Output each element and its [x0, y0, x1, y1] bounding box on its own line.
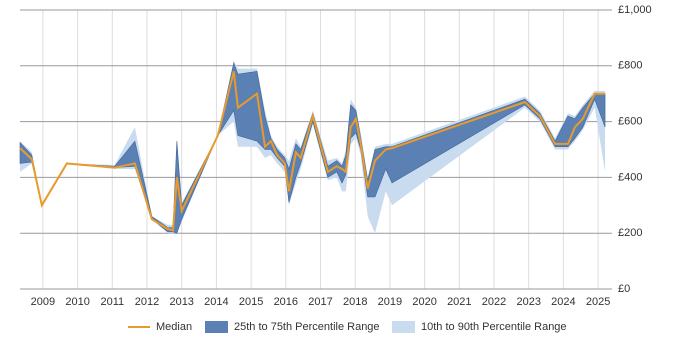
- x-tick-label: 2021: [447, 296, 471, 308]
- legend-label: 10th to 90th Percentile Range: [421, 321, 567, 333]
- x-tick-label: 2013: [169, 296, 193, 308]
- x-tick-label: 2019: [378, 296, 402, 308]
- x-tick-label: 2012: [135, 296, 159, 308]
- median-line: [19, 71, 606, 232]
- legend-swatch: [205, 321, 228, 333]
- y-tick-label: £200: [618, 227, 642, 239]
- x-tick-label: 2017: [308, 296, 332, 308]
- legend-swatch: [392, 321, 415, 333]
- legend-label: Median: [156, 321, 192, 333]
- x-tick-label: 2020: [412, 296, 436, 308]
- y-tick-label: £600: [618, 116, 642, 128]
- x-tick-label: 2022: [482, 296, 506, 308]
- x-tick-label: 2018: [343, 296, 367, 308]
- x-tick-label: 2016: [274, 296, 298, 308]
- x-tick-label: 2011: [100, 296, 124, 308]
- y-tick-label: £1,000: [618, 4, 652, 16]
- x-tick-label: 2015: [239, 296, 263, 308]
- x-tick-label: 2009: [31, 296, 55, 308]
- percentile-band: [19, 61, 606, 234]
- percentile-band: [20, 60, 606, 234]
- legend-label: 25th to 75th Percentile Range: [234, 321, 380, 333]
- x-tick-label: 2025: [586, 296, 610, 308]
- y-tick-label: £0: [618, 283, 630, 295]
- x-tick-label: 2010: [65, 296, 89, 308]
- x-tick-label: 2014: [204, 296, 228, 308]
- y-tick-label: £400: [618, 171, 642, 183]
- y-tick-label: £800: [618, 60, 642, 72]
- x-tick-label: 2023: [516, 296, 540, 308]
- x-tick-label: 2024: [551, 296, 575, 308]
